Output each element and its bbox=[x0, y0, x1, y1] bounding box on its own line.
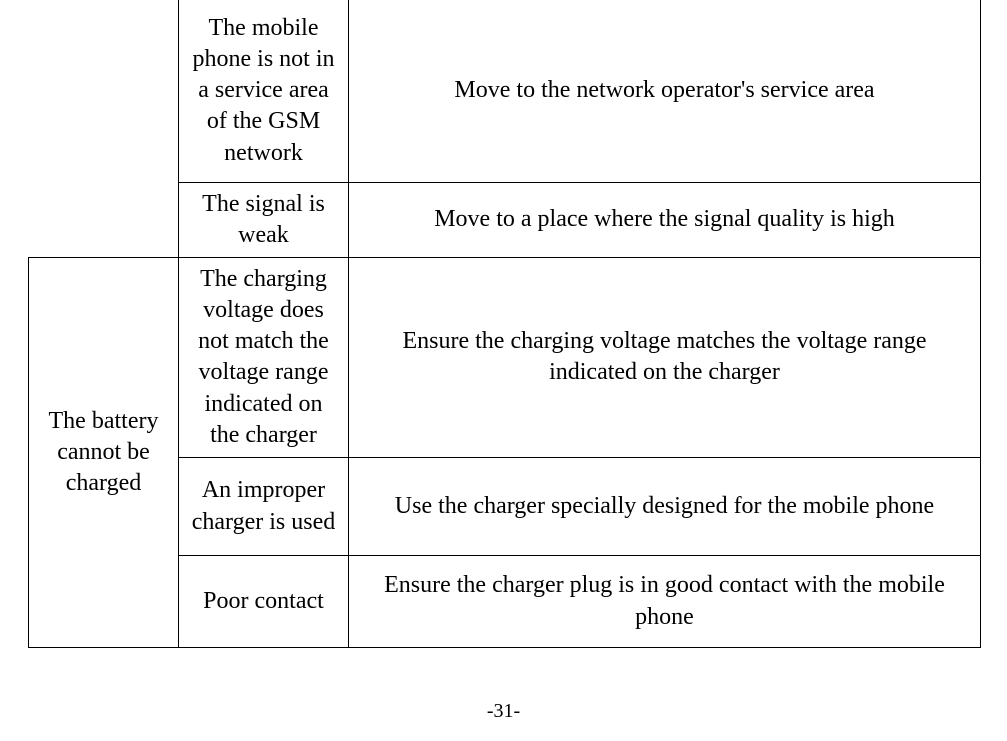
cause-cell: The charging voltage does not match the … bbox=[179, 257, 349, 457]
solution-cell: Use the charger specially designed for t… bbox=[349, 458, 981, 556]
table-row: The battery cannot be charged The chargi… bbox=[29, 257, 981, 457]
table-row: The mobile phone is not in a service are… bbox=[29, 0, 981, 182]
troubleshooting-table: The mobile phone is not in a service are… bbox=[28, 0, 981, 648]
solution-cell: Move to the network operator's service a… bbox=[349, 0, 981, 182]
page: The mobile phone is not in a service are… bbox=[0, 0, 1007, 741]
solution-cell: Ensure the charger plug is in good conta… bbox=[349, 556, 981, 648]
cause-cell: The signal is weak bbox=[179, 182, 349, 257]
solution-cell: Move to a place where the signal quality… bbox=[349, 182, 981, 257]
cause-cell: The mobile phone is not in a service are… bbox=[179, 0, 349, 182]
fault-cell bbox=[29, 0, 179, 257]
cause-cell: An improper charger is used bbox=[179, 458, 349, 556]
cause-cell: Poor contact bbox=[179, 556, 349, 648]
solution-cell: Ensure the charging voltage matches the … bbox=[349, 257, 981, 457]
fault-cell: The battery cannot be charged bbox=[29, 257, 179, 647]
page-number: -31- bbox=[0, 700, 1007, 723]
